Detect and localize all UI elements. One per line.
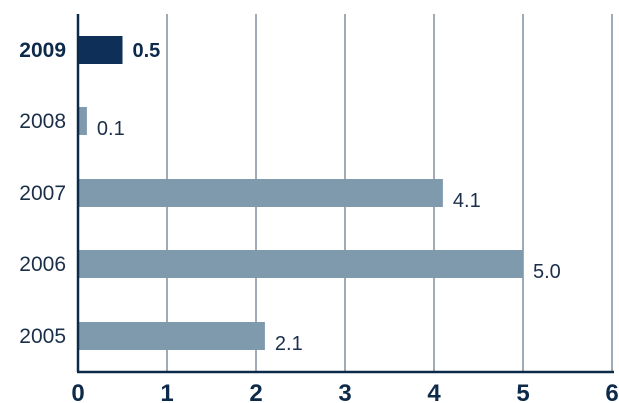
x-tick-6: 6 <box>605 380 618 403</box>
bar-2008 <box>78 107 87 135</box>
bar-2007 <box>78 179 443 207</box>
bars <box>78 36 523 350</box>
x-tick-2: 2 <box>249 380 262 403</box>
bar-2006 <box>78 250 523 278</box>
value-label-2006: 5.0 <box>533 261 561 283</box>
x-axis-ticks: 0 1 2 3 4 5 6 <box>71 380 618 403</box>
value-label-2005: 2.1 <box>275 333 303 355</box>
x-tick-1: 1 <box>160 380 173 403</box>
category-label-2006: 2006 <box>19 253 66 276</box>
x-tick-5: 5 <box>516 380 529 403</box>
x-tick-3: 3 <box>338 380 351 403</box>
value-label-2009: 0.5 <box>133 40 161 62</box>
x-tick-0: 0 <box>71 380 84 403</box>
value-label-2007: 4.1 <box>453 190 481 212</box>
category-label-2009: 2009 <box>19 39 66 62</box>
category-label-2008: 2008 <box>19 110 66 133</box>
category-label-2007: 2007 <box>19 182 66 205</box>
bar-2005 <box>78 322 265 350</box>
x-tick-4: 4 <box>427 380 441 403</box>
value-label-2008: 0.1 <box>97 118 125 140</box>
labels: 2009 0.5 2008 0.1 2007 4.1 2006 5.0 2005 2.1 <box>19 39 561 355</box>
category-label-2005: 2005 <box>19 325 66 348</box>
bar-2009 <box>78 36 123 64</box>
